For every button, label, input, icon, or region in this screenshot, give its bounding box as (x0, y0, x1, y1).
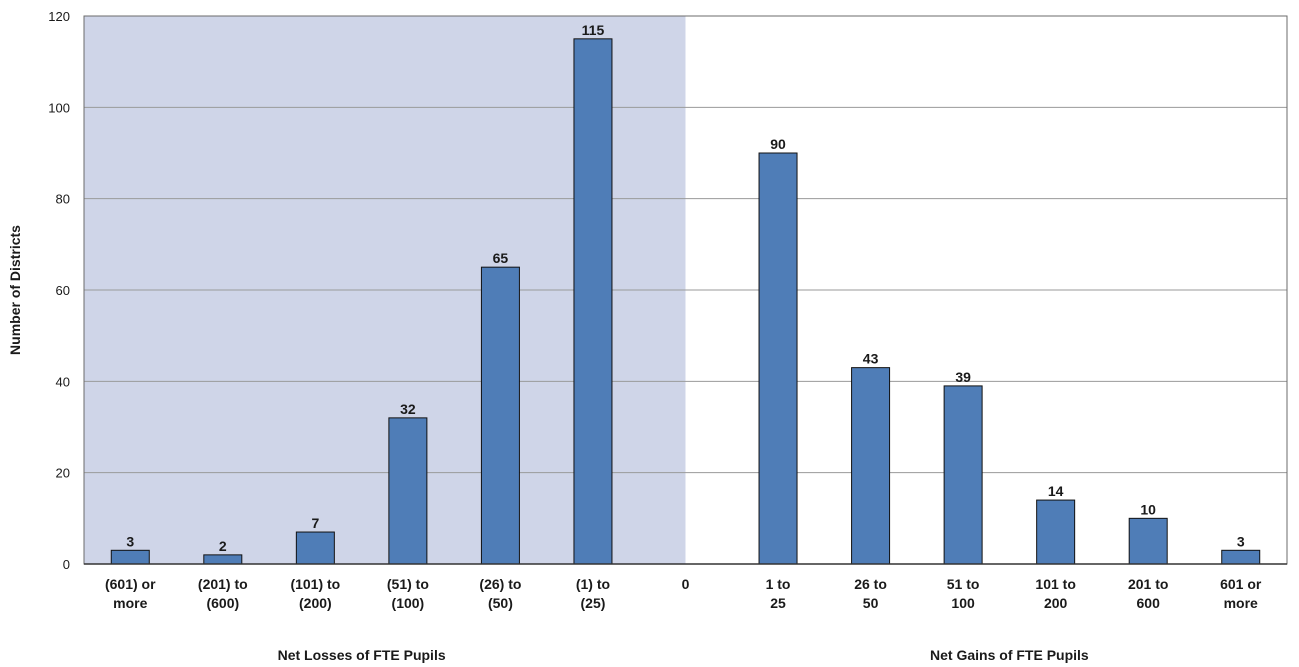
bar (1036, 499, 1076, 565)
y-tick-label: 120 (48, 9, 70, 24)
x-tick-label: 601 or more (1220, 576, 1262, 611)
x-tick-label-line: 600 (1137, 595, 1161, 611)
x-tick-label: 101 to 200 (1035, 576, 1075, 611)
x-tick-label: 1 to 25 (766, 576, 791, 611)
y-axis-ticks: 0 20 40 60 80 100 120 (48, 9, 70, 572)
x-tick-label: 26 to 50 (854, 576, 887, 611)
bar (480, 266, 520, 565)
x-tick-label-line: (25) (581, 595, 606, 611)
bar (295, 531, 335, 565)
x-tick-label-line: 101 to (1035, 576, 1075, 592)
plot-frame (83, 15, 1288, 565)
bar (388, 417, 428, 565)
y-tick-label: 0 (63, 557, 70, 572)
x-tick-label-line: (201) to (198, 576, 248, 592)
x-tick-label-line: 201 to (1128, 576, 1168, 592)
bar (203, 554, 243, 565)
y-tick-label: 100 (48, 100, 70, 115)
group-label: Net Gains of FTE Pupils (930, 647, 1089, 663)
data-label: 3 (126, 533, 134, 549)
x-axis-category-labels: (601) or more (201) to (600) (101) to (200) (5… (105, 576, 1262, 611)
x-tick-label-line: 25 (770, 595, 786, 611)
bar (943, 385, 983, 565)
bar (573, 38, 613, 565)
x-tick-label: (601) or more (105, 576, 156, 611)
x-tick-label: (201) to (600) (198, 576, 248, 611)
data-label: 115 (582, 22, 605, 38)
data-label: 90 (770, 136, 786, 152)
x-tick-label-line: 601 or (1220, 576, 1262, 592)
x-tick-label-line: more (113, 595, 147, 611)
x-tick-label-line: (50) (488, 595, 513, 611)
x-tick-label-line: more (1224, 595, 1258, 611)
x-tick-label: (26) to (50) (479, 576, 521, 611)
x-tick-label-line: (100) (392, 595, 425, 611)
data-label: 32 (400, 401, 416, 417)
x-tick-label: (1) to (25) (576, 576, 610, 611)
bar (1221, 549, 1261, 565)
bars (110, 38, 1261, 565)
x-tick-label-line: (101) to (290, 576, 340, 592)
x-tick-label-line: (1) to (576, 576, 610, 592)
bar (1128, 517, 1168, 565)
y-tick-label: 80 (56, 192, 70, 207)
x-tick-label-line: 50 (863, 595, 879, 611)
y-tick-label: 40 (56, 374, 70, 389)
data-label: 10 (1140, 501, 1156, 517)
x-tick-label: 0 (682, 576, 690, 592)
x-tick-label-line: 51 to (947, 576, 980, 592)
x-tick-label-line: (600) (206, 595, 239, 611)
data-label: 14 (1048, 483, 1064, 499)
y-tick-label: 20 (56, 466, 70, 481)
x-tick-label-line: (601) or (105, 576, 156, 592)
x-tick-label: (101) to (200) (290, 576, 340, 611)
x-tick-label-line: 1 to (766, 576, 791, 592)
group-labels: Net Losses of FTE Pupils Net Gains of FTE… (278, 647, 1089, 663)
data-label: 2 (219, 538, 227, 554)
data-label: 43 (863, 351, 879, 367)
x-tick-label: 51 to 100 (947, 576, 980, 611)
bar (758, 152, 798, 565)
group-label: Net Losses of FTE Pupils (278, 647, 446, 663)
x-tick-label: (51) to (100) (387, 576, 429, 611)
y-tick-label: 60 (56, 283, 70, 298)
x-tick-label-line: 100 (951, 595, 975, 611)
x-tick-label-line: (200) (299, 595, 332, 611)
x-tick-label-line: 200 (1044, 595, 1068, 611)
data-label: 65 (493, 250, 509, 266)
x-tick-label-line: (51) to (387, 576, 429, 592)
data-label: 7 (311, 515, 319, 531)
bar (851, 367, 891, 565)
data-label: 3 (1237, 533, 1245, 549)
x-tick-label-line: 0 (682, 576, 690, 592)
x-tick-label-line: 26 to (854, 576, 887, 592)
y-axis-title: Number of Districts (7, 225, 23, 355)
x-tick-label: 201 to 600 (1128, 576, 1168, 611)
x-tick-label-line: (26) to (479, 576, 521, 592)
bar (110, 549, 150, 565)
data-label: 39 (955, 369, 971, 385)
